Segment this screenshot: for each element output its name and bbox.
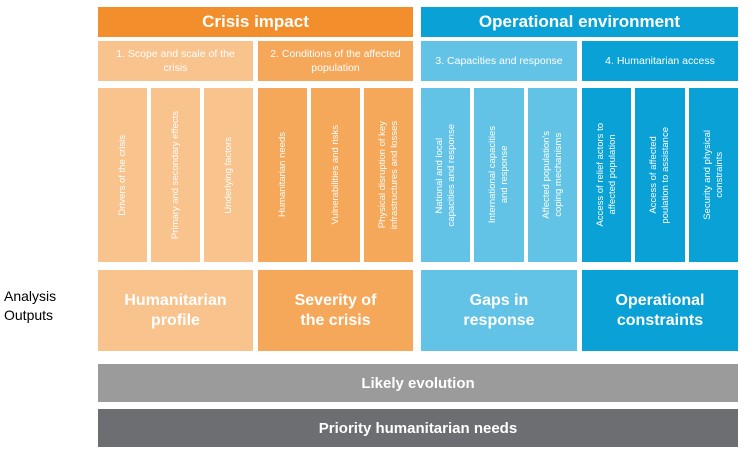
- subheader-access: 4. Humanitarian access: [582, 41, 738, 81]
- column-coping-text: Affected population's coping mechanisms: [540, 131, 564, 219]
- column-underlying: Underlying factors: [204, 88, 253, 262]
- output-severity-text: Severity of the crisis: [294, 291, 377, 329]
- likely-evolution-text: Likely evolution: [361, 374, 475, 392]
- subheader-capacities-text: 3. Capacities and response: [435, 55, 563, 67]
- subheader-scope-scale: 1. Scope and scale of the crisis: [98, 41, 253, 81]
- analysis-outputs-label: Analysis Outputs: [4, 288, 57, 323]
- column-vulnerabilities: Vulnerabilities and risks: [311, 88, 360, 262]
- subheader-access-text: 4. Humanitarian access: [605, 55, 715, 67]
- priority-needs-text: Priority humanitarian needs: [318, 419, 518, 437]
- column-international-capacities: International capacities and response: [474, 88, 524, 262]
- column-national-capacities: National and local capacities and respon…: [421, 88, 470, 262]
- output-gaps-text: Gaps in response: [463, 291, 535, 329]
- crisis-impact-header: Crisis impact: [98, 7, 413, 37]
- column-drivers: Drivers of the crisis: [98, 88, 147, 262]
- column-security: Security and physical constraints: [689, 88, 738, 262]
- column-needs-text: Humanitarian needs: [276, 132, 288, 218]
- column-international-capacities-text: International capacities and response: [487, 126, 510, 224]
- column-vulnerabilities-text: Vulnerabilities and risks: [329, 125, 341, 225]
- subheader-conditions-text: 2. Conditions of the affected population: [270, 48, 401, 74]
- output-severity: Severity of the crisis: [258, 270, 413, 351]
- priority-needs-bar: Priority humanitarian needs: [98, 409, 738, 447]
- column-relief-access: Access of relief actors to affected popu…: [582, 88, 631, 262]
- output-humanitarian-profile-text: Humanitarian profile: [124, 291, 227, 329]
- column-effects: Primary and secondary effects: [151, 88, 200, 262]
- output-humanitarian-profile: Humanitarian profile: [98, 270, 253, 351]
- likely-evolution-bar: Likely evolution: [98, 364, 738, 402]
- column-underlying-text: Underlying factors: [222, 136, 234, 214]
- column-assistance-access: Access of affected poulation to assistan…: [635, 88, 685, 262]
- subheader-scope-scale-text: 1. Scope and scale of the crisis: [116, 48, 235, 74]
- column-assistance-access-text: Access of affected poulation to assistan…: [648, 126, 671, 224]
- column-relief-access-text: Access of relief actors to affected popu…: [594, 123, 618, 227]
- column-coping: Affected population's coping mechanisms: [528, 88, 577, 262]
- column-disruption: Physical disruption of key infrastructur…: [364, 88, 413, 262]
- column-drivers-text: Drivers of the crisis: [116, 134, 128, 216]
- subheader-capacities: 3. Capacities and response: [421, 41, 577, 81]
- output-operational-constraints: Operational constraints: [582, 270, 738, 351]
- output-operational-constraints-text: Operational constraints: [615, 291, 705, 329]
- column-security-text: Security and physical constraints: [701, 130, 725, 220]
- column-disruption-text: Physical disruption of key infrastructur…: [376, 120, 400, 230]
- operational-environment-header: Operational environment: [421, 7, 738, 37]
- column-national-capacities-text: National and local capacities and respon…: [433, 123, 457, 227]
- operational-environment-header-text: Operational environment: [478, 12, 681, 31]
- output-gaps: Gaps in response: [421, 270, 577, 351]
- crisis-impact-header-text: Crisis impact: [202, 12, 309, 31]
- column-effects-text: Primary and secondary effects: [169, 110, 181, 240]
- column-needs: Humanitarian needs: [258, 88, 307, 262]
- subheader-conditions: 2. Conditions of the affected population: [258, 41, 413, 81]
